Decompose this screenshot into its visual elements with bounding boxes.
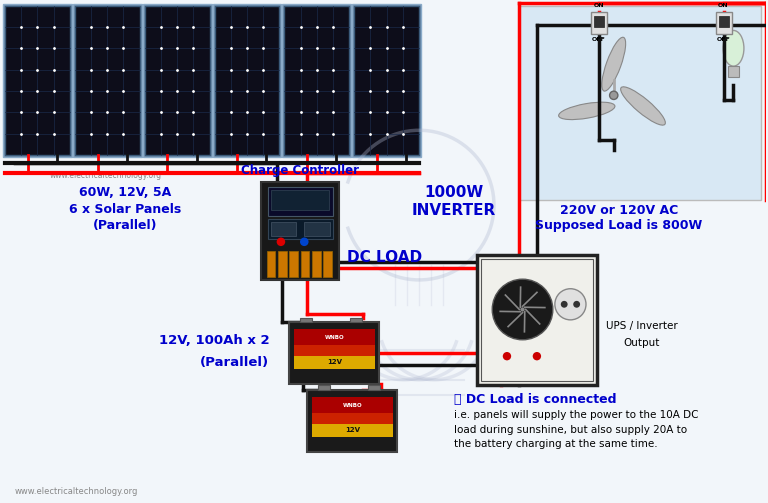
Circle shape xyxy=(503,352,511,360)
Circle shape xyxy=(533,352,541,360)
Ellipse shape xyxy=(558,102,615,120)
Circle shape xyxy=(610,91,618,100)
Bar xyxy=(213,4,281,157)
Bar xyxy=(477,255,597,385)
Ellipse shape xyxy=(723,31,744,66)
Bar xyxy=(323,250,332,277)
Bar xyxy=(294,345,375,360)
Bar xyxy=(271,190,329,210)
Bar xyxy=(304,222,330,236)
Circle shape xyxy=(276,237,285,246)
Bar xyxy=(290,250,298,277)
Bar xyxy=(353,4,421,157)
Text: 6 x Solar Panels: 6 x Solar Panels xyxy=(68,203,181,216)
Text: DC LOAD: DC LOAD xyxy=(346,250,422,266)
Bar xyxy=(312,397,392,412)
Bar xyxy=(318,385,329,390)
Circle shape xyxy=(554,289,586,320)
Text: OFF: OFF xyxy=(592,37,606,42)
Text: WNBO: WNBO xyxy=(343,403,362,408)
Text: 1000W: 1000W xyxy=(425,185,484,200)
Bar xyxy=(144,6,210,155)
Text: (Parallel): (Parallel) xyxy=(92,219,157,231)
Bar xyxy=(519,6,761,200)
Text: ⓘ DC Load is connected: ⓘ DC Load is connected xyxy=(454,393,617,406)
Bar xyxy=(283,4,351,157)
Text: ON: ON xyxy=(594,4,604,9)
Bar xyxy=(719,17,729,28)
Bar xyxy=(307,390,397,452)
Bar xyxy=(369,385,380,390)
Circle shape xyxy=(573,301,580,308)
Bar xyxy=(278,250,286,277)
Text: 12V, 100Ah x 2: 12V, 100Ah x 2 xyxy=(159,334,270,347)
Bar xyxy=(294,356,375,370)
Bar xyxy=(312,250,320,277)
Bar xyxy=(312,424,392,438)
Bar xyxy=(268,219,333,239)
Ellipse shape xyxy=(621,87,665,125)
Bar xyxy=(294,329,375,345)
Bar xyxy=(300,317,312,322)
Circle shape xyxy=(561,301,568,308)
Bar xyxy=(716,13,731,34)
Ellipse shape xyxy=(602,37,626,91)
Text: 60W, 12V, 5A: 60W, 12V, 5A xyxy=(78,186,170,199)
Circle shape xyxy=(300,237,309,246)
Text: Output: Output xyxy=(624,338,660,348)
Bar xyxy=(74,6,140,155)
Text: Supposed Load is 800W: Supposed Load is 800W xyxy=(535,219,703,231)
Bar xyxy=(3,4,72,157)
Text: Charge Controller: Charge Controller xyxy=(241,164,359,177)
Bar xyxy=(594,17,604,28)
Text: 220V or 120V AC: 220V or 120V AC xyxy=(560,204,678,217)
Circle shape xyxy=(521,307,525,311)
Bar xyxy=(284,6,349,155)
Text: ON: ON xyxy=(718,4,729,9)
Bar xyxy=(268,187,333,216)
Bar xyxy=(5,6,70,155)
Text: UPS / Inverter: UPS / Inverter xyxy=(606,321,677,331)
Bar xyxy=(301,250,310,277)
Circle shape xyxy=(492,279,553,340)
Bar xyxy=(354,6,419,155)
Bar xyxy=(728,66,739,77)
Text: (Parallel): (Parallel) xyxy=(200,356,270,369)
Bar xyxy=(350,317,362,322)
Bar xyxy=(271,222,296,236)
Bar xyxy=(290,322,379,384)
Text: i.e. panels will supply the power to the 10A DC
load during sunshine, but also s: i.e. panels will supply the power to the… xyxy=(454,410,699,450)
Text: WNBO: WNBO xyxy=(325,335,344,340)
Bar xyxy=(267,250,276,277)
Bar xyxy=(73,4,142,157)
Bar xyxy=(481,259,593,381)
Bar xyxy=(312,412,392,428)
Text: INVERTER: INVERTER xyxy=(412,203,496,218)
Text: www.electricaltechnology.org: www.electricaltechnology.org xyxy=(50,171,162,180)
Bar xyxy=(591,13,607,34)
Text: 12V: 12V xyxy=(327,359,342,365)
Bar xyxy=(214,6,280,155)
Bar xyxy=(143,4,211,157)
Text: www.electricaltechnology.org: www.electricaltechnology.org xyxy=(15,487,138,496)
Text: OFF: OFF xyxy=(717,37,730,42)
Text: 12V: 12V xyxy=(345,427,359,433)
Bar xyxy=(261,182,339,280)
